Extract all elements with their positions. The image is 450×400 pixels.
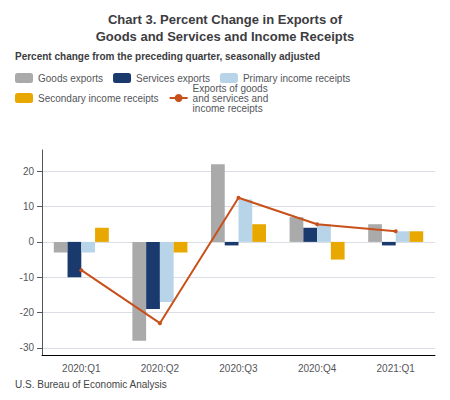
svg-text:0: 0 xyxy=(28,236,34,247)
svg-text:and services and: and services and xyxy=(192,92,269,104)
svg-text:Secondary income receipts: Secondary income receipts xyxy=(38,93,159,104)
svg-text:-20: -20 xyxy=(20,307,35,318)
svg-text:Percent change from the preced: Percent change from the preceding quarte… xyxy=(15,51,320,62)
svg-text:2020:Q4: 2020:Q4 xyxy=(298,363,337,374)
svg-text:income receipts: income receipts xyxy=(193,103,263,114)
svg-text:Primary income receipts: Primary income receipts xyxy=(243,72,351,84)
svg-text:Services exports: Services exports xyxy=(136,72,210,84)
svg-text:2020:Q1: 2020:Q1 xyxy=(62,363,101,374)
svg-text:10: 10 xyxy=(23,201,35,212)
svg-text:Exports of goods: Exports of goods xyxy=(192,82,268,94)
svg-text:Goods and Services and Income: Goods and Services and Income Receipts xyxy=(96,29,355,44)
svg-text:-10: -10 xyxy=(20,272,35,283)
svg-text:U.S. Bureau of Economic Analys: U.S. Bureau of Economic Analysis xyxy=(15,379,167,390)
svg-text:2021:Q1: 2021:Q1 xyxy=(377,363,416,374)
svg-text:-30: -30 xyxy=(20,342,35,353)
svg-text:2020:Q3: 2020:Q3 xyxy=(219,363,258,374)
svg-text:Goods exports: Goods exports xyxy=(38,73,103,84)
svg-text:20: 20 xyxy=(23,166,35,177)
svg-text:Chart 3. Percent Change in Exp: Chart 3. Percent Change in Exports of xyxy=(108,12,343,27)
svg-text:2020:Q2: 2020:Q2 xyxy=(141,363,180,374)
